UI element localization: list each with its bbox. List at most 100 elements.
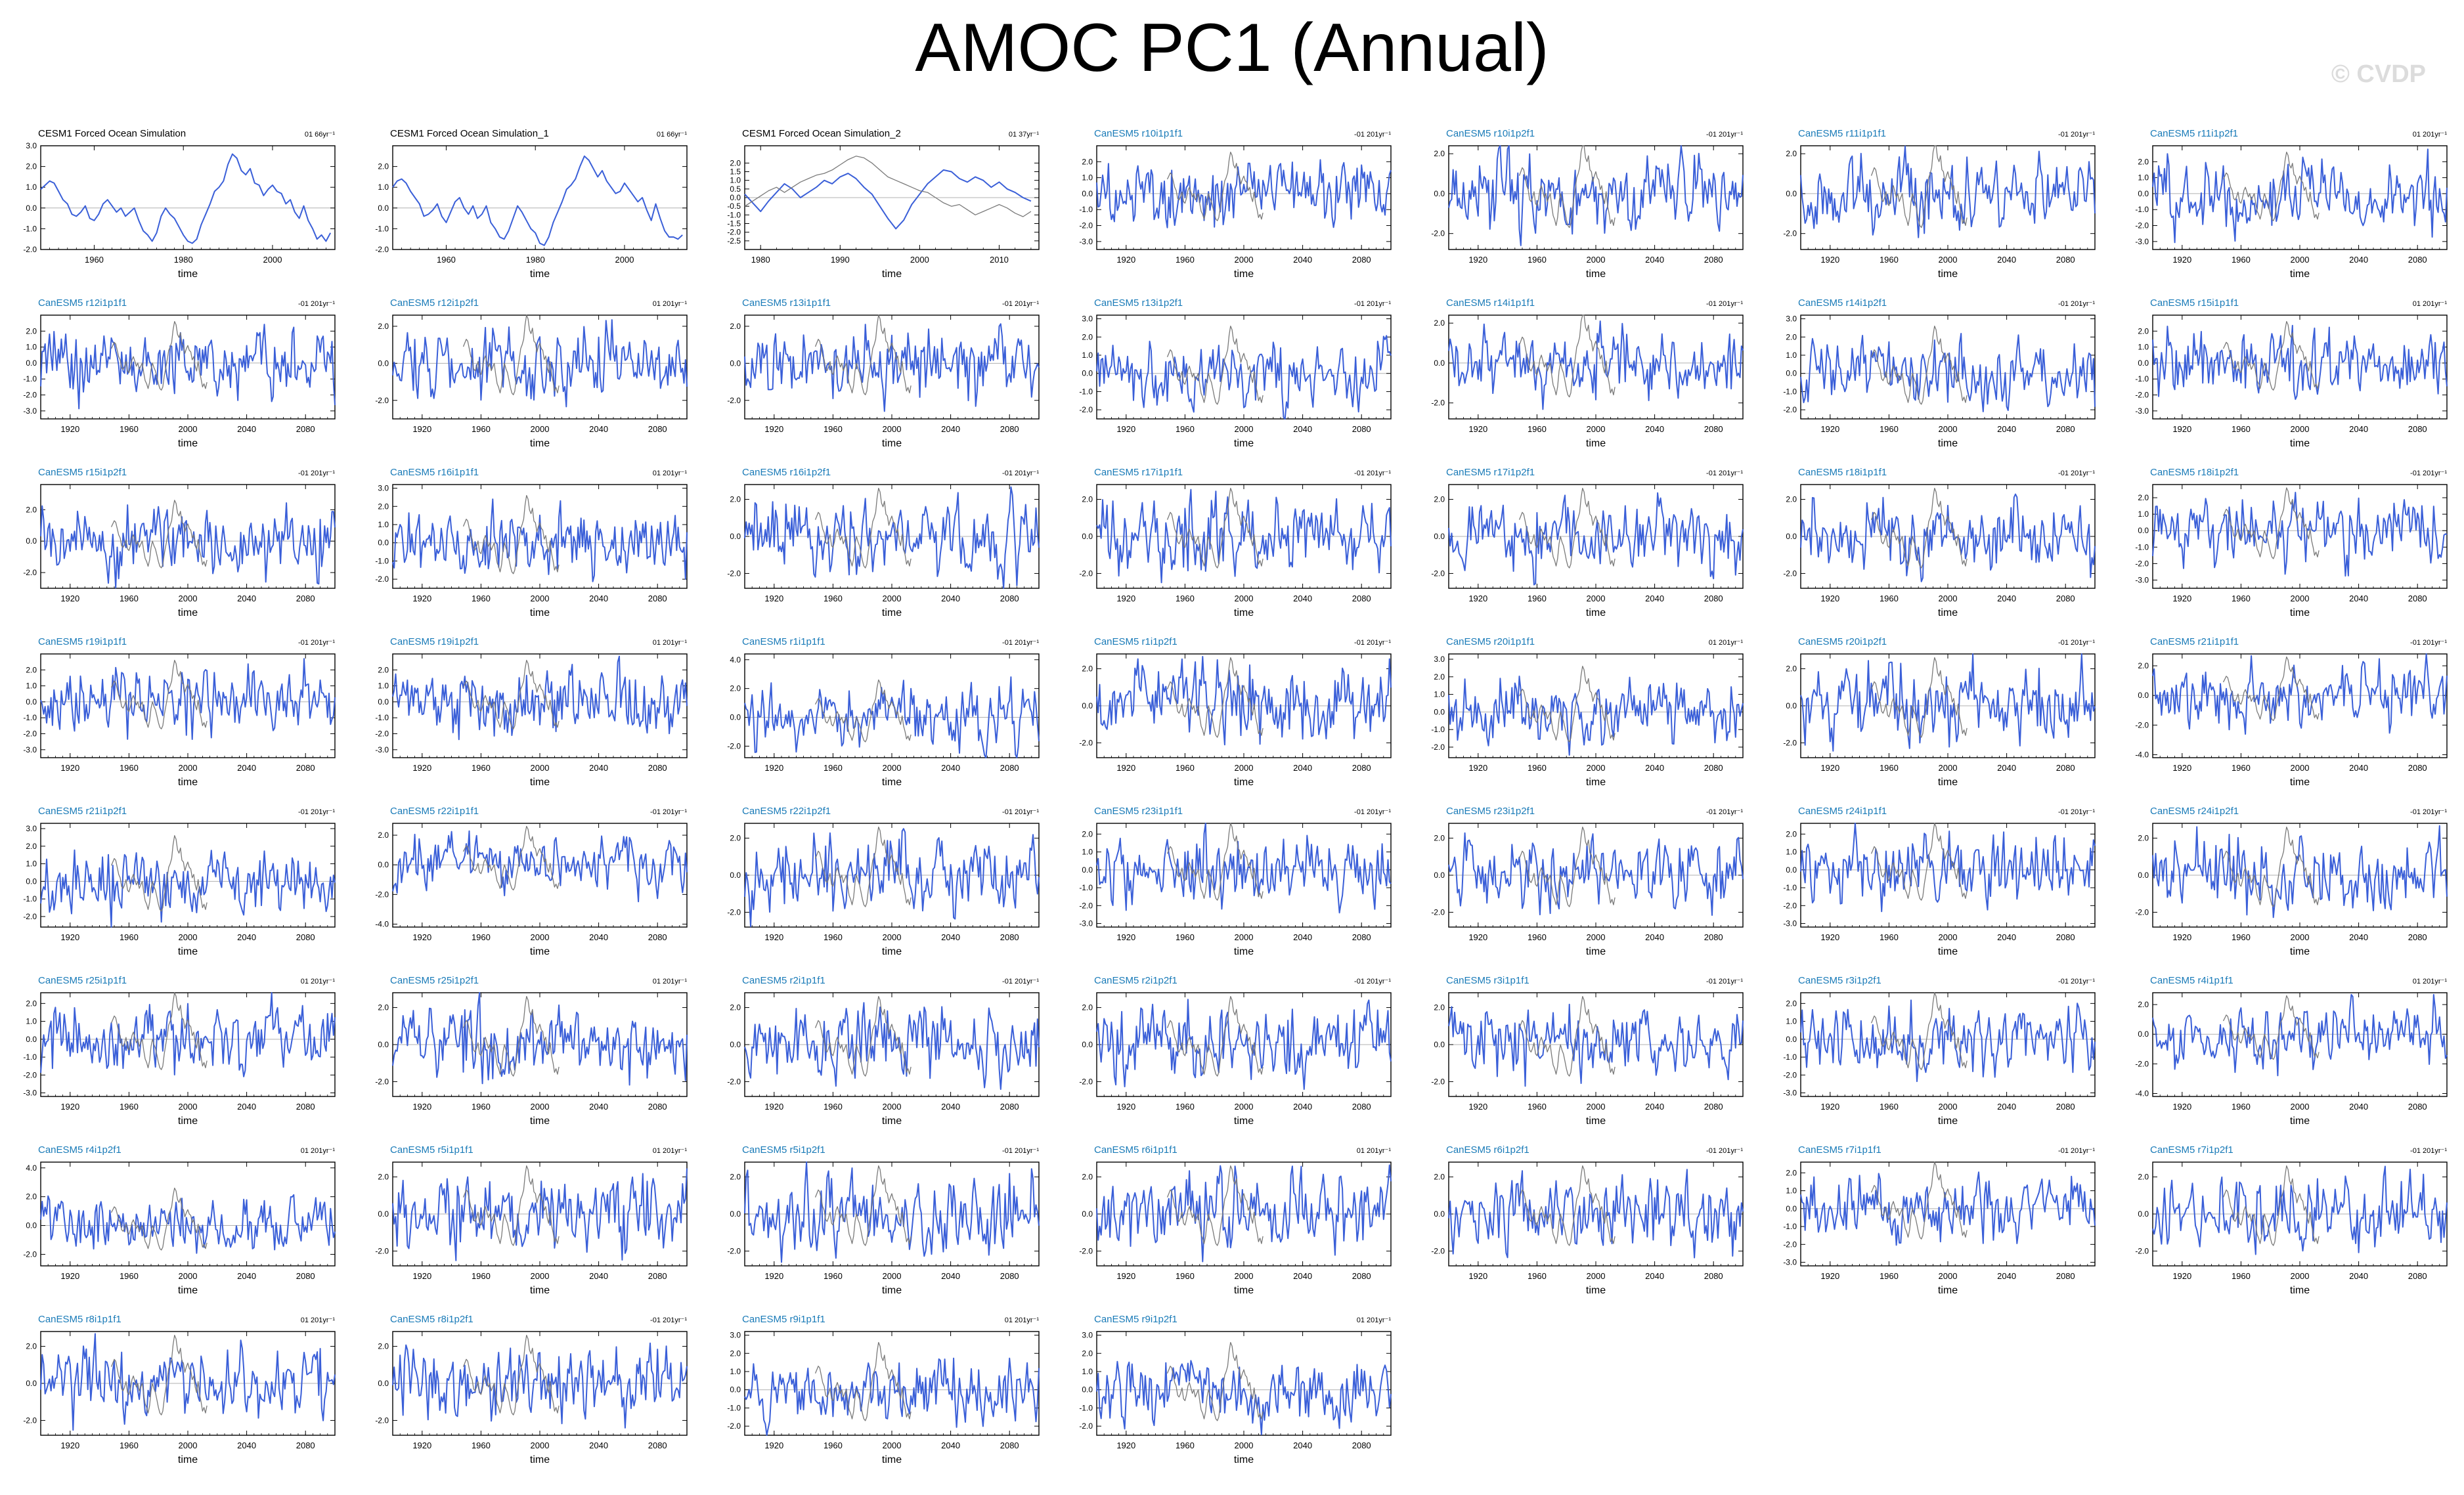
panel-annotation: -01 201yr⁻¹ <box>650 1316 687 1324</box>
y-tick-label: 0.0 <box>1786 1035 1797 1044</box>
x-tick-label: 1960 <box>472 1271 491 1281</box>
y-tick-label: -1.0 <box>1783 387 1797 396</box>
x-tick-label: 1920 <box>60 1441 79 1450</box>
panel-17: CanESM5 r16i1p2f1 -01 201yr⁻¹ 2.0 0.0 -2.0 19… <box>727 467 1040 618</box>
pc1-line <box>1448 1169 1744 1259</box>
y-tick-label: -1.0 <box>2135 205 2149 214</box>
x-tick-label: 2000 <box>1235 594 1254 603</box>
y-tick-label: -2.0 <box>1431 1246 1445 1255</box>
x-tick-label: 2000 <box>179 932 198 942</box>
observed-line <box>2222 321 2320 391</box>
x-tick-label: 2080 <box>1352 255 1371 265</box>
observed-line <box>1166 823 1264 901</box>
panel-annotation: -01 201yr⁻¹ <box>1354 131 1391 139</box>
pc1-line <box>1096 335 1392 420</box>
panel-title: CanESM5 r18i1p2f1 <box>2150 467 2239 478</box>
x-tick-label: 2000 <box>1235 1271 1254 1281</box>
x-tick-label: 2000 <box>1939 424 1958 434</box>
x-tick-label: 2000 <box>883 763 902 773</box>
x-tick-label: 1960 <box>120 932 139 942</box>
x-tick-label: 1920 <box>1116 763 1135 773</box>
pc1-line <box>392 1342 688 1429</box>
y-tick-label: 3.0 <box>1082 314 1093 324</box>
x-tick-label: 2080 <box>2056 763 2075 773</box>
y-tick-label: 2.0 <box>2138 326 2149 336</box>
pc1-line <box>40 658 336 740</box>
pc1-line <box>2152 825 2448 919</box>
panel-annotation: -01 201yr⁻¹ <box>1706 300 1743 308</box>
x-axis-label: time <box>882 1285 902 1296</box>
x-tick-label: 1960 <box>2232 932 2251 942</box>
panel-47: CanESM5 r6i1p2f1 -01 201yr⁻¹ 2.0 0.0 -2.0 192… <box>1431 1144 1744 1296</box>
x-axis-label: time <box>530 607 550 618</box>
x-tick-label: 2080 <box>2408 424 2427 434</box>
pc1-line <box>392 655 688 741</box>
observed-line <box>1518 995 1616 1077</box>
panel-title: CanESM5 r3i1p2f1 <box>1798 975 1881 986</box>
panel-15: CanESM5 r15i1p2f1 -01 201yr⁻¹ 2.0 0.0 -2.0 19… <box>23 467 336 618</box>
x-tick-label: 2040 <box>237 1441 256 1450</box>
observed-line <box>1870 325 1968 405</box>
y-tick-label: -1.0 <box>375 713 389 722</box>
y-tick-label: 2.0 <box>1082 495 1093 504</box>
x-tick-label: 1960 <box>472 1441 491 1450</box>
pc1-line <box>744 676 1040 758</box>
panel-9: CanESM5 r12i1p2f1 01 201yr⁻¹ 2.0 0.0 -2.0 192… <box>375 297 688 449</box>
x-tick-label: 1920 <box>412 932 431 942</box>
pc1-line <box>744 1002 1040 1090</box>
panel-22: CanESM5 r19i1p1f1 -01 201yr⁻¹ 2.0 1.0 0.0 -1.… <box>23 636 336 788</box>
y-tick-label: 1.0 <box>26 682 37 691</box>
panel-annotation: -01 201yr⁻¹ <box>2410 1147 2447 1155</box>
plot-frame <box>392 484 688 589</box>
x-tick-label: 1960 <box>472 932 491 942</box>
x-tick-label: 2040 <box>2349 594 2368 603</box>
x-tick-label: 2040 <box>1645 255 1664 265</box>
x-tick-label: 1960 <box>1880 932 1899 942</box>
y-tick-label: -1.0 <box>1783 1052 1797 1062</box>
pc1-line <box>2152 324 2448 401</box>
x-tick-label: 2040 <box>1293 1441 1312 1450</box>
y-tick-label: -2.0 <box>23 912 37 921</box>
x-tick-label: 1960 <box>824 594 843 603</box>
x-tick-label: 2000 <box>2291 255 2310 265</box>
x-tick-label: 2040 <box>1997 932 2016 942</box>
panel-annotation: 01 201yr⁻¹ <box>1357 1316 1392 1324</box>
panel-33: CanESM5 r23i1p2f1 -01 201yr⁻¹ 2.0 0.0 -2.0 19… <box>1431 806 1744 957</box>
x-tick-label: 2000 <box>883 932 902 942</box>
y-tick-label: -1.0 <box>1079 205 1093 214</box>
y-tick-label: -1.0 <box>2135 542 2149 552</box>
observed-line <box>1870 823 1968 901</box>
x-tick-label: 1960 <box>1176 255 1195 265</box>
x-tick-label: 1960 <box>824 1271 843 1281</box>
x-tick-label: 2040 <box>1997 763 2016 773</box>
y-tick-label: -3.0 <box>2135 575 2149 584</box>
x-tick-label: 2040 <box>1645 932 1664 942</box>
pc1-line <box>40 1333 336 1431</box>
y-tick-label: 1.0 <box>2138 509 2149 519</box>
y-tick-label: -1.0 <box>23 713 37 722</box>
y-tick-label: -2.0 <box>1079 738 1093 747</box>
y-tick-label: 2.0 <box>1434 1003 1445 1012</box>
x-tick-label: 2080 <box>648 1271 667 1281</box>
y-tick-label: 1.0 <box>378 183 389 192</box>
y-tick-label: -1.0 <box>727 210 741 219</box>
panel-43: CanESM5 r4i1p2f1 01 201yr⁻¹ 4.0 2.0 0.0 -2.0 1… <box>23 1144 336 1296</box>
y-tick-label: -3.0 <box>1783 1258 1797 1267</box>
pc1-line <box>1096 1360 1392 1435</box>
watermark-logo: © CVDP <box>2331 60 2426 88</box>
y-tick-label: 4.0 <box>26 1163 37 1173</box>
panel-title: CanESM5 r16i1p2f1 <box>742 467 831 478</box>
x-tick-label: 1920 <box>1116 255 1135 265</box>
x-tick-label: 1960 <box>120 1271 139 1281</box>
x-tick-label: 2000 <box>1939 255 1958 265</box>
panel-40: CanESM5 r3i1p1f1 -01 201yr⁻¹ 2.0 0.0 -2.0 192… <box>1431 975 1744 1127</box>
y-tick-label: -2.0 <box>1431 229 1445 238</box>
panel-title: CanESM5 r21i1p1f1 <box>2150 636 2239 647</box>
x-tick-label: 1960 <box>824 1102 843 1112</box>
pc1-line <box>392 1168 688 1261</box>
x-tick-label: 2000 <box>2291 1102 2310 1112</box>
x-tick-label: 2040 <box>1997 424 2016 434</box>
x-tick-label: 1920 <box>60 594 79 603</box>
x-axis-label: time <box>2290 269 2310 280</box>
x-tick-label: 2000 <box>1939 1102 1958 1112</box>
